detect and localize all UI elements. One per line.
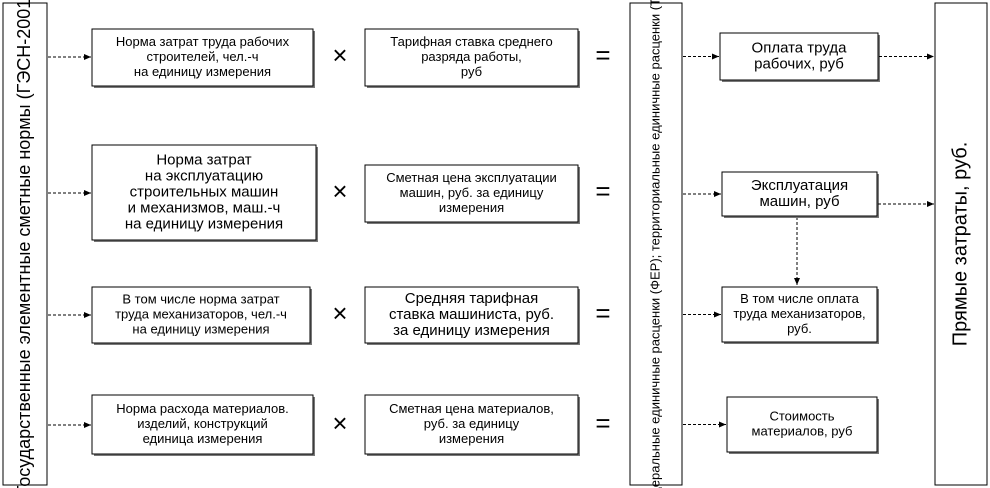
norm-box-text: на единицу измерения [134, 64, 271, 79]
equals-operator: = [595, 176, 610, 206]
norm-box-text: Норма затрат труда рабочих [116, 34, 290, 49]
price-box-text: измерения [439, 200, 504, 215]
result-box [726, 396, 878, 453]
middle-column-box [629, 2, 683, 486]
result-box-text: Оплата труда [752, 39, 848, 56]
result-box-text: труда механизаторов, [733, 306, 865, 321]
price-box-text: ставка машиниста, руб. [389, 306, 554, 323]
price-box-text: измерения [439, 431, 504, 446]
norm-box-text: на единицу измерения [132, 321, 269, 336]
norm-box-text: строителей, чел.-ч [147, 49, 259, 64]
norm-box-text: В том числе норма затрат [122, 291, 279, 306]
equals-operator: = [595, 40, 610, 70]
result-box-text: руб. [787, 321, 812, 336]
times-operator: × [332, 408, 347, 438]
result-box-text: машин, руб [759, 193, 839, 210]
norm-box-text: на эксплуатацию [145, 167, 263, 184]
result-box-text: рабочих, руб [754, 55, 844, 72]
norm-box-text: Норма затрат [156, 151, 251, 168]
result-box-text: Эксплуатация [751, 177, 848, 194]
equals-operator: = [595, 408, 610, 438]
price-box [364, 286, 579, 344]
norm-box-text: единица измерения [143, 431, 263, 446]
price-box-text: руб [461, 64, 482, 79]
left-column-label: Государственные элементные сметные нормы… [14, 0, 34, 488]
right-column-box [934, 2, 988, 486]
result-box [721, 286, 878, 343]
norm-box [91, 28, 314, 87]
price-box-text: разряда работы, [421, 49, 522, 64]
result-box [719, 32, 879, 81]
norm-box [91, 286, 311, 344]
norm-box-text: труда механизаторов, чел.-ч [115, 306, 287, 321]
result-box-text: В том числе оплата [740, 291, 859, 306]
norm-box-text: изделий, конструкций [137, 416, 268, 431]
norm-box [91, 394, 314, 455]
middle-column-label: Федеральные единичные расценки (ФЕР); те… [647, 0, 662, 488]
times-operator: × [332, 298, 347, 328]
left-column-box [2, 2, 48, 486]
price-box [364, 394, 579, 455]
norm-box-text: строительных машин [130, 183, 279, 200]
right-column-label: Прямые затраты, руб. [949, 142, 971, 347]
norm-box-text: Норма расхода материалов. [116, 401, 288, 416]
price-box-text: за единицу измерения [393, 322, 550, 339]
result-box [721, 171, 878, 217]
norm-box-text: и механизмов, маш.-ч [128, 199, 281, 216]
price-box-text: Тарифная ставка среднего [390, 34, 552, 49]
price-box-text: Сметная цена эксплуатации [386, 170, 557, 185]
price-box-text: Средняя тарифная [405, 290, 539, 307]
times-operator: × [332, 40, 347, 70]
norm-box-text: на единицу измерения [125, 215, 283, 232]
price-box [364, 164, 579, 223]
price-box [364, 28, 579, 87]
result-box-text: материалов, руб [752, 423, 853, 438]
norm-box [91, 144, 317, 241]
equals-operator: = [595, 298, 610, 328]
times-operator: × [332, 176, 347, 206]
result-box-text: Стоимость [769, 408, 834, 423]
price-box-text: руб. за единицу [424, 416, 520, 431]
price-box-text: Сметная цена материалов, [389, 401, 554, 416]
price-box-text: машин, руб. за единицу [400, 185, 544, 200]
